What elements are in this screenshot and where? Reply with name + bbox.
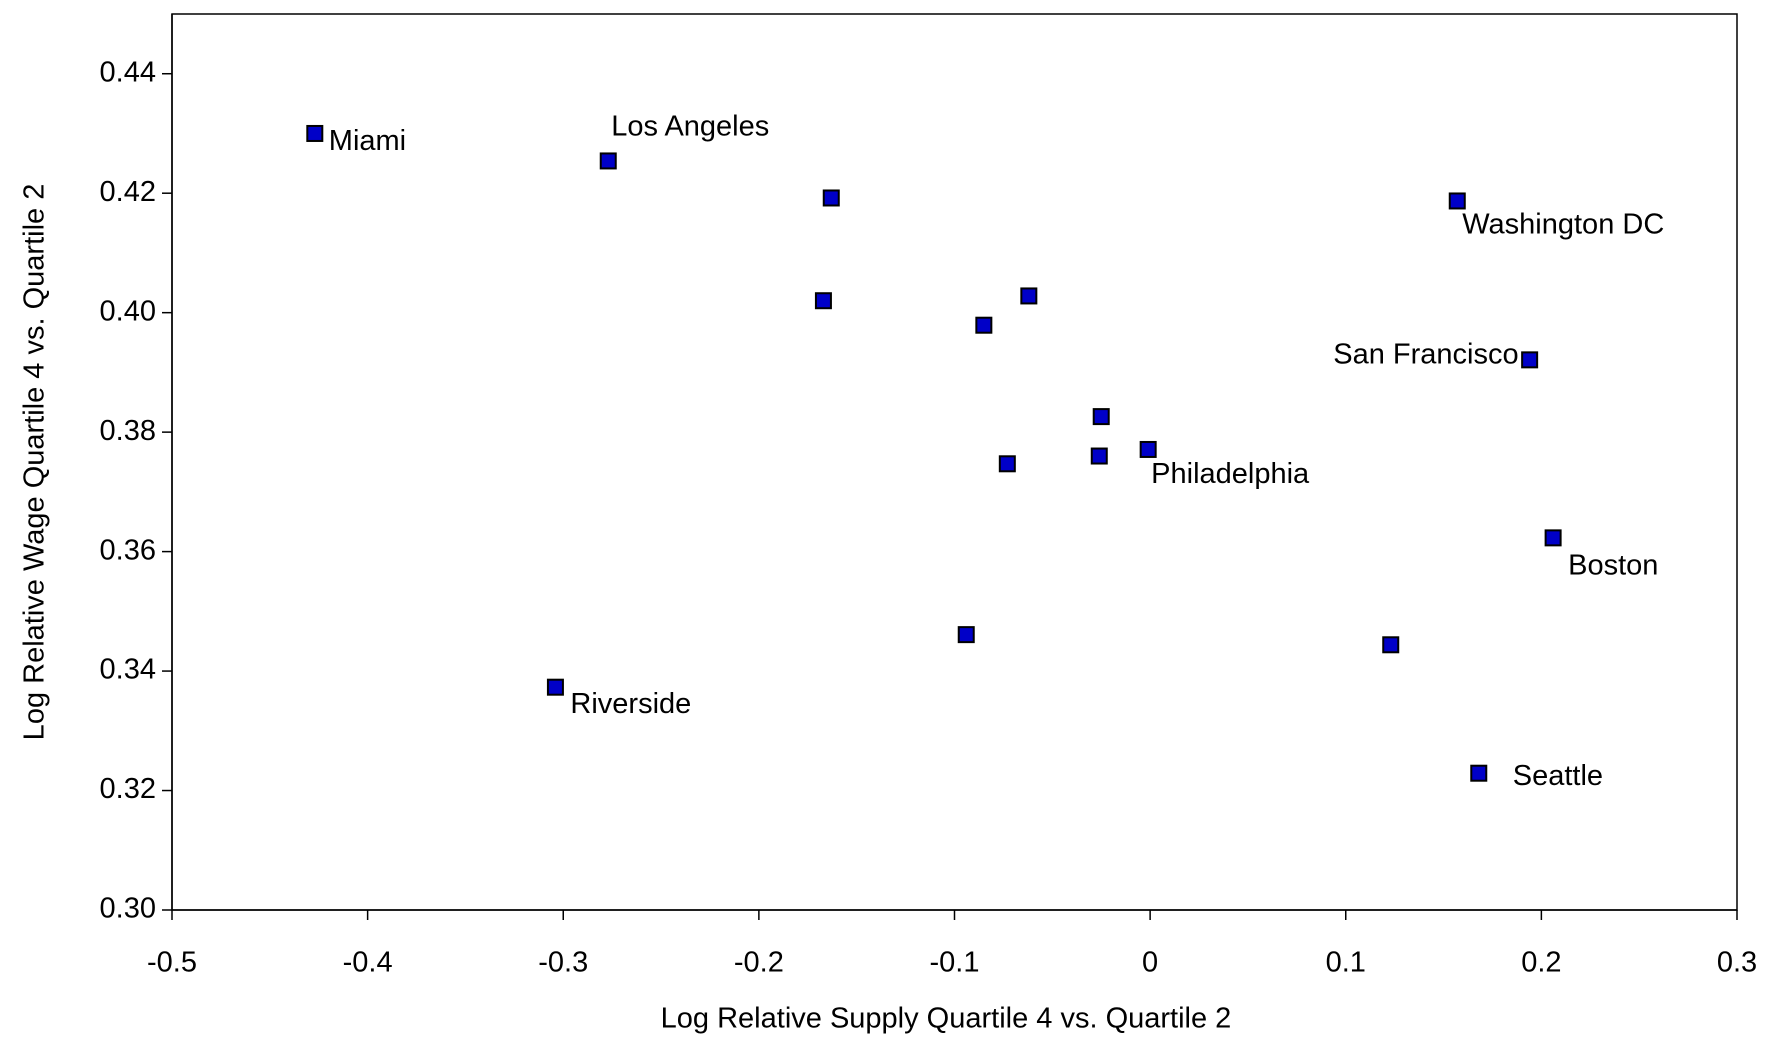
point-label: Miami [329, 125, 406, 157]
y-tick-label: 0.36 [100, 534, 156, 566]
point-label: Riverside [570, 688, 691, 720]
point [599, 152, 617, 170]
y-tick-label: 0.40 [100, 295, 156, 327]
x-tick-label: -0.1 [930, 947, 980, 979]
point [1448, 192, 1466, 210]
point [822, 189, 840, 207]
point-label: Boston [1568, 550, 1658, 582]
point-label: Philadelphia [1151, 458, 1310, 490]
y-axis-label: Log Relative Wage Quartile 4 vs. Quartil… [19, 184, 51, 741]
point [1382, 636, 1400, 654]
y-tick-label: 0.44 [100, 56, 156, 88]
point [1139, 440, 1157, 458]
x-tick-label: 0.1 [1326, 947, 1366, 979]
x-tick-label: -0.5 [147, 947, 197, 979]
y-tick-label: 0.38 [100, 415, 156, 447]
x-tick-label: 0.2 [1521, 947, 1561, 979]
plot-frame [171, 13, 1738, 911]
point [957, 626, 975, 644]
y-tick-label: 0.34 [100, 654, 156, 686]
point [998, 455, 1016, 473]
point-label: Seattle [1513, 760, 1603, 792]
x-tick-label: -0.4 [343, 947, 393, 979]
point [814, 292, 832, 310]
point-label: Washington DC [1462, 209, 1664, 241]
point [1521, 351, 1539, 369]
point [1544, 529, 1562, 547]
point [306, 124, 324, 142]
y-tick-label: 0.30 [100, 893, 156, 925]
point [975, 316, 993, 334]
point [546, 678, 564, 696]
x-axis-label: Log Relative Supply Quartile 4 vs. Quart… [661, 1003, 1232, 1035]
point [1020, 287, 1038, 305]
y-tick-label: 0.32 [100, 773, 156, 805]
point-label: Los Angeles [611, 111, 769, 143]
y-tick-label: 0.42 [100, 176, 156, 208]
point [1470, 764, 1488, 782]
point [1092, 408, 1110, 426]
x-tick-label: -0.3 [538, 947, 588, 979]
x-tick-label: 0.3 [1717, 947, 1757, 979]
point [1090, 447, 1108, 465]
x-tick-label: 0 [1142, 947, 1158, 979]
x-tick-label: -0.2 [734, 947, 784, 979]
point-label: San Francisco [1333, 339, 1518, 371]
